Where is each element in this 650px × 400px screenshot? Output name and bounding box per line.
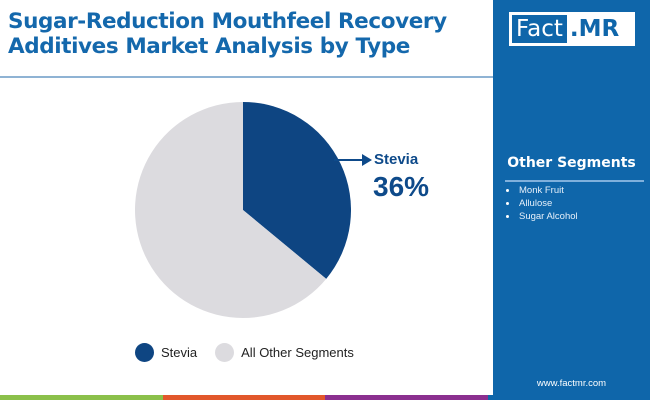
- callout-label: Stevia: [374, 151, 419, 168]
- pie-chart: [135, 102, 351, 318]
- strip-orange: [162, 395, 325, 400]
- chart-title: Sugar-Reduction Mouthfeel Recovery Addit…: [8, 9, 488, 59]
- bullet-icon: [506, 189, 509, 192]
- logo-mr-text: .MR: [569, 16, 620, 42]
- legend-swatch: [215, 343, 235, 362]
- factmr-logo: Fact .MR: [509, 12, 635, 46]
- other-segments-divider: [505, 180, 644, 182]
- legend-label: Stevia: [161, 345, 198, 360]
- logo-fact-text: Fact: [512, 15, 567, 43]
- other-segments-title: Other Segments: [507, 155, 636, 171]
- legend-label: All Other Segments: [241, 345, 354, 360]
- segment-item: Allulose: [506, 197, 578, 210]
- strip-purple: [325, 395, 488, 400]
- legend-item-stevia: Stevia: [135, 343, 197, 362]
- other-segments-list: Monk Fruit Allulose Sugar Alcohol: [506, 184, 578, 223]
- callout-value: 36%: [373, 171, 430, 202]
- legend-swatch: [135, 343, 154, 362]
- chart-legend: Stevia All Other Segments: [135, 343, 372, 362]
- strip-blue: [487, 395, 650, 400]
- website-link[interactable]: www.factmr.com: [536, 378, 607, 389]
- segment-item: Sugar Alcohol: [506, 210, 578, 223]
- segment-item: Monk Fruit: [506, 184, 578, 197]
- title-line-1: Sugar-Reduction Mouthfeel Recovery: [8, 9, 447, 34]
- strip-green: [0, 395, 163, 400]
- side-panel: Fact .MR Other Segments Monk Fruit Allul…: [493, 0, 650, 400]
- bullet-icon: [506, 202, 509, 205]
- pie-slice-all-other-segments: [135, 102, 327, 318]
- callout-arrow-icon: [334, 154, 372, 166]
- title-divider: [0, 76, 493, 78]
- legend-item-other: All Other Segments: [215, 343, 354, 362]
- title-line-2: Additives Market Analysis by Type: [8, 34, 410, 59]
- brand-color-strip: [0, 395, 650, 400]
- bullet-icon: [506, 215, 509, 218]
- pie-slice-stevia: [243, 102, 351, 279]
